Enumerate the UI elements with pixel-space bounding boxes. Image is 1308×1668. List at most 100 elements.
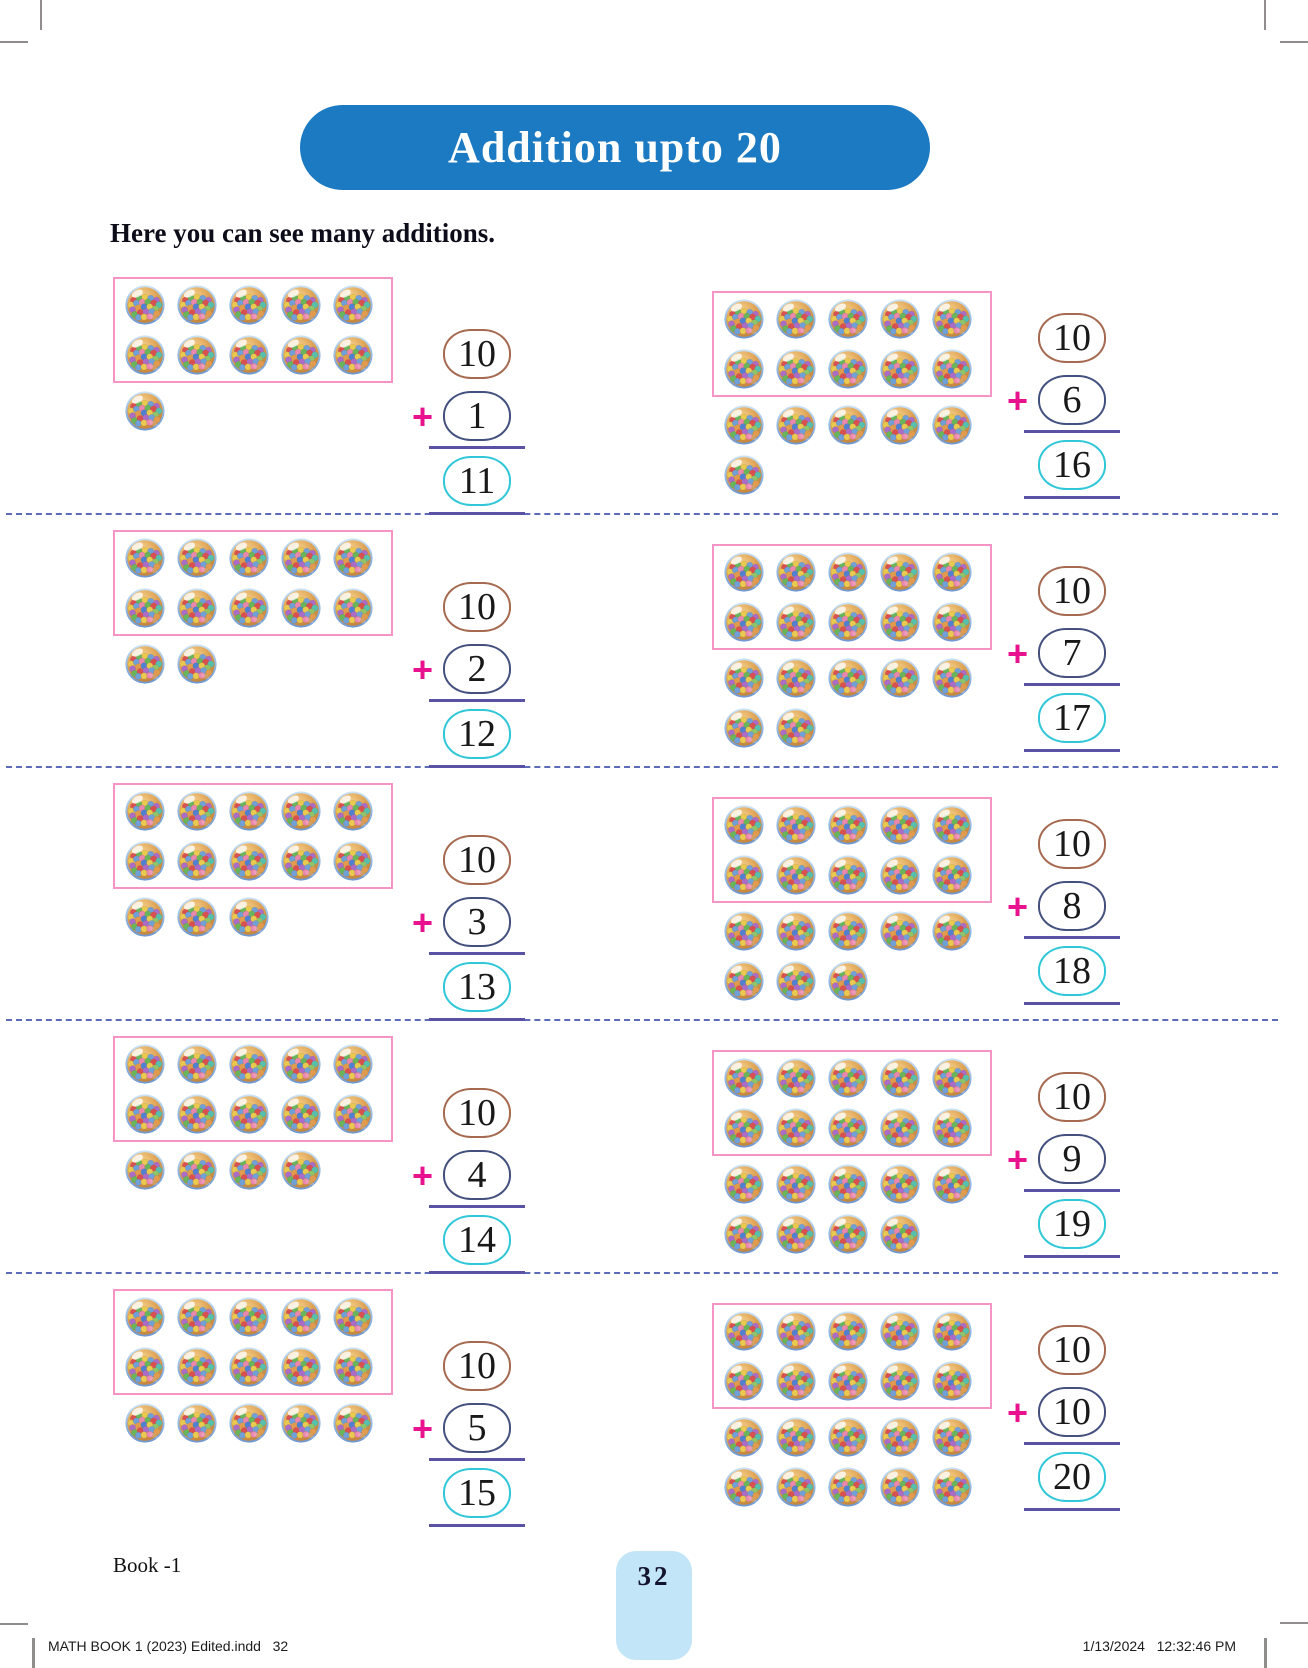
ten-frame-box [113,530,393,636]
marble-icon [177,1044,217,1084]
addition-problem-10-plus-2: 10 + 2 12 [113,530,678,768]
crop-mark [1264,0,1266,30]
marble-icon [776,911,816,951]
marble-icon [177,285,217,325]
chapter-title-banner: Addition upto 20 [300,105,930,190]
addend-row: + 4 [412,1150,511,1200]
addend-row: + 10 [1007,1387,1106,1437]
marble-icon [229,1403,269,1443]
marble-icon [281,335,321,375]
result-circle: 13 [443,962,511,1012]
marble-icon [229,1347,269,1387]
marble-icon [724,911,764,951]
marble-icon [125,391,165,431]
marble-icon [880,405,920,445]
ten-frame-box [712,1050,992,1156]
marble-area [712,544,1022,748]
number-stack: 10 + 2 12 [412,582,527,768]
marble-icon [281,1297,321,1337]
marble-area [113,277,427,431]
marble-icon [776,1311,816,1351]
marble-icon [177,1297,217,1337]
marble-icon [828,1058,868,1098]
page-number-tab: 32 [616,1551,692,1660]
marble-icon [776,405,816,445]
addition-problem-10-plus-8: 10 + 8 18 [678,783,1308,1019]
marble-icon [880,1361,920,1401]
print-file-info: MATH BOOK 1 (2023) Edited.indd 32 [48,1638,289,1654]
marble-icon [776,552,816,592]
marble-icon [932,805,972,845]
marble-icon [125,841,165,881]
marble-icon [333,791,373,831]
addend-row: + 3 [412,897,511,947]
number-stack: 10 + 7 17 [1007,566,1122,752]
marble-icon [333,1094,373,1134]
marble-area [113,1036,427,1190]
marble-icon [229,1297,269,1337]
addition-problem-10-plus-6: 10 + 6 16 [678,277,1308,513]
sum-line [1024,1442,1120,1445]
marble-icon [125,644,165,684]
ten-circle: 10 [1038,1072,1106,1122]
marble-icon [776,658,816,698]
plus-sign: + [1007,380,1029,421]
sum-line [1024,936,1120,939]
marble-icon [724,1361,764,1401]
extra-marbles-group [724,1417,986,1507]
sum-line [429,1205,525,1208]
marble-icon [229,1044,269,1084]
page-number: 32 [637,1561,671,1591]
bottom-line [429,1271,525,1274]
marble-icon [125,538,165,578]
marble-icon [125,1094,165,1134]
result-circle: 11 [443,456,511,506]
ten-circle: 10 [443,835,511,885]
problem-row: 10 + 2 12 10 + 7 [0,530,1308,768]
plus-sign: + [1007,886,1029,927]
ten-frame-box [712,1303,992,1409]
marble-icon [229,538,269,578]
marble-area [113,530,427,684]
marble-icon [125,897,165,937]
marble-icon [828,1214,868,1254]
marble-icon [828,805,868,845]
marble-icon [932,658,972,698]
result-circle: 17 [1038,693,1106,743]
marble-icon [880,299,920,339]
marble-icon [880,1467,920,1507]
marble-area [113,1289,427,1443]
marble-icon [880,1417,920,1457]
sum-line [429,446,525,449]
marble-icon [281,1094,321,1134]
sum-line [429,1458,525,1461]
ten-circle: 10 [443,1088,511,1138]
crop-mark [0,41,28,43]
ten-circle: 10 [1038,1325,1106,1375]
marble-icon [932,1417,972,1457]
marble-icon [724,1108,764,1148]
marble-icon [177,1094,217,1134]
ten-circle: 10 [443,1341,511,1391]
ten-frame-box [113,1289,393,1395]
bottom-line [429,512,525,515]
number-stack: 10 + 1 11 [412,329,527,515]
problem-row: 10 + 1 11 10 + 6 [0,277,1308,515]
problem-row: 10 + 5 15 10 + 10 [0,1289,1308,1527]
sum-line [1024,430,1120,433]
marble-icon [724,1311,764,1351]
plus-sign: + [412,1408,434,1449]
marble-icon [776,349,816,389]
addend-circle: 7 [1038,628,1106,678]
marble-icon [828,405,868,445]
marble-icon [828,552,868,592]
marble-icon [828,658,868,698]
ten-circle: 10 [1038,566,1106,616]
ten-circle: 10 [443,582,511,632]
marble-icon [724,658,764,698]
addition-problem-10-plus-1: 10 + 1 11 [113,277,678,515]
marble-icon [776,855,816,895]
bottom-line [1024,1255,1120,1258]
marble-icon [776,1108,816,1148]
bottom-line [1024,1002,1120,1005]
